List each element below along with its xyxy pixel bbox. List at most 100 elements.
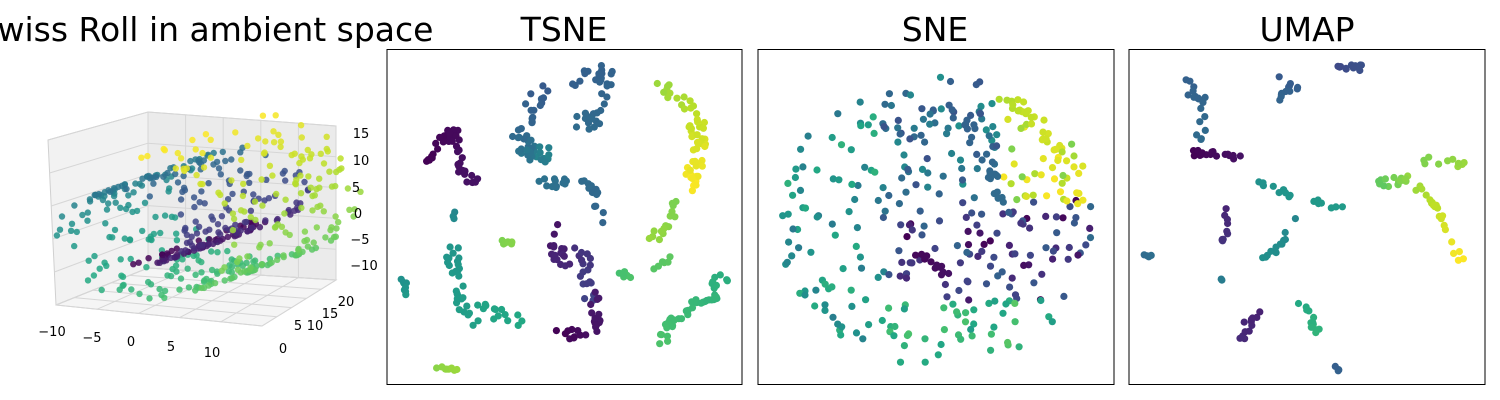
scatter-point (436, 133, 444, 141)
scatter-point (588, 115, 596, 123)
scatter-point (1068, 140, 1076, 148)
scatter-point (463, 178, 471, 186)
scatter-point (433, 364, 441, 372)
scatter-point (91, 252, 98, 260)
scatter-point (986, 237, 994, 245)
scatter-point (908, 226, 916, 234)
z-tick: −10 (350, 259, 377, 274)
scatter-point (156, 259, 163, 266)
scatter-point (305, 173, 312, 180)
scatter-point (1011, 291, 1020, 299)
scatter-point (320, 208, 327, 215)
scatter-point (1058, 148, 1066, 156)
scatter-point (193, 171, 200, 179)
scatter-point (350, 213, 357, 220)
scatter-point (187, 157, 194, 165)
scatter-point (660, 225, 668, 233)
scatter-point (865, 321, 873, 329)
scatter-point (1027, 120, 1036, 128)
scatter-point (1222, 205, 1230, 213)
scatter-point (668, 208, 676, 216)
y-tick: 15 (322, 307, 339, 322)
scatter-point (173, 268, 180, 275)
scatter-point (280, 252, 287, 259)
scatter-point (998, 268, 1006, 276)
scatter-point (1030, 279, 1038, 287)
scatter-point (326, 168, 333, 175)
scatter-point (177, 275, 185, 282)
scatter-point (279, 170, 287, 177)
scatter-point (1259, 181, 1267, 189)
scatter-point (310, 239, 317, 246)
scatter-point (156, 285, 163, 293)
scatter-point (1048, 164, 1057, 172)
scatter-point (1066, 203, 1074, 211)
scatter-point (173, 237, 181, 244)
scatter-point (580, 67, 588, 75)
y-tick: 20 (338, 295, 355, 310)
scatter-point (937, 105, 945, 113)
scatter-point (1356, 66, 1364, 75)
scatter-point (964, 227, 972, 235)
scatter-point (1005, 208, 1013, 216)
scatter-point (864, 121, 872, 129)
scatter-point (452, 132, 460, 140)
scatter-point (1082, 241, 1090, 249)
scatter-point (978, 210, 986, 218)
scatter-point (985, 299, 993, 307)
scatter-point (251, 198, 259, 205)
scatter-point (79, 211, 86, 219)
scatter-point (587, 300, 595, 309)
scatter-point (924, 183, 932, 191)
scatter-point (973, 165, 981, 173)
scatter-point (86, 196, 94, 203)
scatter-point (136, 290, 143, 298)
scatter-point (1011, 318, 1019, 326)
scatter-point (785, 238, 793, 246)
scatter-point (1039, 155, 1047, 163)
scatter-point (894, 138, 902, 146)
scatter-point (1286, 80, 1294, 88)
scatter-point (228, 274, 236, 282)
scatter-point (247, 207, 255, 214)
scatter-point (73, 228, 81, 236)
scatter-point (900, 151, 908, 159)
scatter-point (139, 175, 146, 182)
scatter-point (1401, 175, 1410, 183)
scatter-point (285, 206, 292, 214)
scatter-point (316, 175, 323, 182)
scatter-point (1421, 160, 1429, 168)
scatter-point (84, 277, 92, 284)
scatter-point (908, 259, 916, 267)
y-tick: 10 (307, 319, 324, 334)
scatter-point (116, 286, 123, 293)
scatter-point (214, 221, 222, 228)
scatter-point (898, 258, 906, 266)
scatter-point (107, 188, 114, 195)
scatter-point (117, 256, 124, 263)
scatter-point (515, 147, 523, 155)
scatter-point (591, 314, 599, 322)
scatter-point (988, 158, 997, 166)
scatter-point (828, 133, 836, 142)
scatter-point (789, 225, 797, 233)
scatter-point (694, 172, 702, 180)
scatter-point (448, 137, 456, 145)
scatter-point (1196, 118, 1204, 126)
y-tick: 0 (279, 342, 287, 357)
scatter-point (1017, 124, 1025, 132)
scatter-point (238, 156, 245, 164)
scatter-point (1380, 182, 1388, 190)
scatter-point (193, 230, 201, 237)
scatter-point (900, 305, 909, 313)
scatter-point (693, 145, 701, 153)
scatter-point (1281, 189, 1290, 197)
scatter-point (658, 258, 667, 266)
scatter-point (588, 309, 596, 317)
scatter-point (851, 195, 859, 204)
scatter-point (130, 189, 137, 196)
scatter-point (813, 213, 821, 221)
scatter-point (916, 207, 924, 215)
scatter-point (711, 293, 719, 301)
scatter-point (545, 144, 553, 152)
